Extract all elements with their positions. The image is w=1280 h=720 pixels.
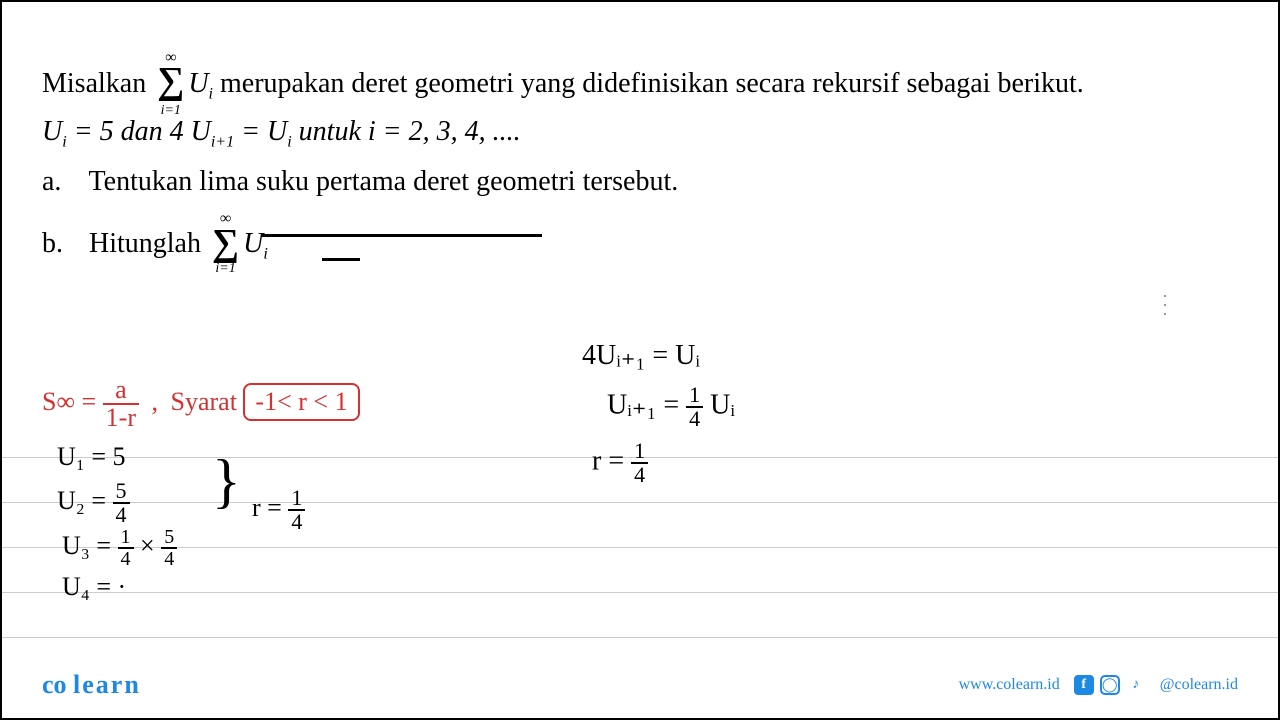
ruled-line xyxy=(2,592,1278,593)
brace-icon: } xyxy=(212,447,241,516)
ruled-line xyxy=(2,502,1278,503)
part-b: b. Hitunglah ∞ ∑ i=1 Ui xyxy=(42,228,1238,264)
u3-value: U₃ = 14 × 54 xyxy=(62,527,177,569)
footer-links: www.colearn.id f ◯ ♪ @colearn.id xyxy=(959,675,1238,695)
problem-line-1: Misalkan ∞ ∑ i=1 Ui merupakan deret geom… xyxy=(42,62,1238,108)
underline-decoration xyxy=(262,234,542,237)
footer-handle: @colearn.id xyxy=(1160,676,1238,694)
problem-line-2: Ui = 5 dan 4 Ui+1 = Ui untuk i = 2, 3, 4… xyxy=(42,116,1238,152)
u1-value: U₁ = 5 xyxy=(57,442,126,472)
formula-s-infinity: S∞ = a1-r , Syarat -1< r < 1 xyxy=(42,377,360,431)
eq-4u: 4Uᵢ₊₁ = Uᵢ xyxy=(582,338,700,372)
sigma-notation-1: ∞ ∑ i=1 xyxy=(157,63,184,108)
condition-box: -1< r < 1 xyxy=(243,383,359,421)
ruled-line xyxy=(2,547,1278,548)
instagram-icon: ◯ xyxy=(1100,675,1120,695)
part-a-text: Tentukan lima suku pertama deret geometr… xyxy=(89,166,679,197)
eq-ratio: r = 14 xyxy=(592,440,648,486)
tiktok-icon: ♪ xyxy=(1126,675,1146,695)
handwriting-area: S∞ = a1-r , Syarat -1< r < 1 U₁ = 5 U₂ =… xyxy=(2,332,1278,672)
u2-value: U₂ = 54 xyxy=(57,480,130,526)
underline-decoration-2 xyxy=(322,258,360,261)
brand-logo: co learn xyxy=(42,670,141,700)
footer-url: www.colearn.id xyxy=(959,676,1060,694)
social-icons: f ◯ ♪ xyxy=(1074,675,1146,695)
facebook-icon: f xyxy=(1074,675,1094,695)
eq-u-next: Uᵢ₊₁ = 14 Uᵢ xyxy=(607,384,735,430)
ratio-from-brace: r = 14 xyxy=(252,487,305,533)
ruled-line xyxy=(2,637,1278,638)
footer: co learn www.colearn.id f ◯ ♪ @colearn.i… xyxy=(2,670,1278,700)
part-b-label: b. xyxy=(42,228,82,260)
part-a-label: a. xyxy=(42,166,82,198)
sigma-notation-2: ∞ ∑ i=1 xyxy=(212,228,239,263)
decorative-dots: ··· xyxy=(1162,292,1168,319)
line1-post: merupakan deret geometri yang didefinisi… xyxy=(220,68,1084,99)
part-b-text: Hitunglah xyxy=(89,228,208,259)
part-a: a. Tentukan lima suku pertama deret geom… xyxy=(42,166,1238,198)
u4-value: U₄ = · xyxy=(62,572,126,602)
line1-pre: Misalkan xyxy=(42,68,153,99)
